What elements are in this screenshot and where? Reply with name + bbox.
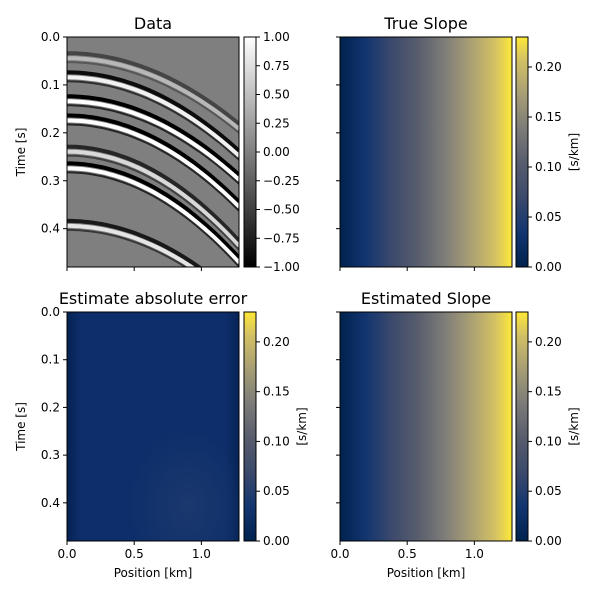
error-blob [67, 312, 239, 541]
event-trough [67, 218, 203, 267]
event-trough [67, 94, 239, 177]
axes-frame [339, 36, 513, 268]
colorbar-tick-label: −1.00 [263, 260, 300, 274]
y-tick-label: 0.4 [41, 222, 60, 236]
y-axis-label: Time [s] [14, 402, 28, 452]
event-sidelobe [67, 61, 239, 134]
colorbar-tick-label: 0.00 [535, 534, 562, 548]
event-sidelobe [67, 228, 188, 267]
colorbar-tick-label: 0.50 [263, 88, 290, 102]
event-peak [67, 56, 239, 131]
event-trough [67, 70, 239, 153]
panel-title: Data [134, 14, 172, 33]
event-peak [67, 223, 196, 267]
axes-frame [66, 311, 240, 542]
y-tick-label: 0.3 [41, 174, 60, 188]
x-tick-label: 1.0 [465, 547, 484, 561]
y-axis-label: Time [s] [14, 128, 28, 178]
y-tick-label: 0.2 [41, 126, 60, 140]
panel-title: True Slope [383, 14, 467, 33]
axes-frame [339, 311, 513, 542]
colorbar-tick-label: 0.10 [263, 434, 290, 448]
colorbar [515, 311, 529, 542]
event-sidelobe [67, 123, 239, 212]
colorbar-label: [s/km] [567, 133, 581, 171]
colorbar-tick-label: −0.75 [263, 231, 300, 245]
colorbar [515, 36, 529, 268]
colorbar-tick-label: 0.00 [535, 260, 562, 274]
event-trough [67, 161, 239, 259]
colorbar-tick-label: 0.05 [263, 484, 290, 498]
colorbar-label: [s/km] [295, 407, 309, 445]
colorbar-tick-label: 0.20 [535, 335, 562, 349]
x-tick-label: 0.5 [125, 547, 144, 561]
slope-field [340, 312, 512, 541]
y-tick-label: 0.1 [41, 353, 60, 367]
colorbar [243, 311, 257, 542]
event-trough [67, 113, 239, 204]
event-peak [67, 149, 239, 248]
y-tick-label: 0.0 [41, 305, 60, 319]
event-peak [67, 166, 239, 264]
x-tick-label: 0.0 [330, 547, 349, 561]
event-peak [67, 99, 239, 182]
colorbar-tick-label: 0.20 [535, 60, 562, 74]
colorbar-tick-label: 0.25 [263, 116, 290, 130]
x-tick-label: 1.0 [192, 547, 211, 561]
panel-estimated-slope: Estimated Slope 0.0 0.5 1.0 Position [km] 0.2… [330, 289, 581, 580]
colorbar [243, 36, 257, 268]
colorbar-tick-label: 1.00 [263, 30, 290, 44]
event-peak [67, 75, 239, 158]
y-tick-label: 0.3 [41, 448, 60, 462]
colorbar-tick-label: 0.15 [535, 110, 562, 124]
colorbar-tick-label: 0.05 [535, 210, 562, 224]
event-sidelobe [67, 171, 239, 267]
colorbar-tick-label: 0.10 [535, 434, 562, 448]
event-sidelobe [67, 154, 239, 251]
x-axis-label: Position [km] [114, 566, 193, 580]
y-tick-label: 0.0 [41, 30, 60, 44]
event-sidelobe [67, 80, 239, 161]
y-tick-label: 0.2 [41, 400, 60, 414]
seismic-events [67, 51, 239, 267]
slope-field [340, 37, 512, 267]
event-trough [67, 144, 239, 243]
event-sidelobe [67, 104, 239, 185]
panel-title: Estimate absolute error [59, 289, 248, 308]
colorbar-tick-label: −0.50 [263, 203, 300, 217]
panel-title: Estimated Slope [361, 289, 491, 308]
colorbar-tick-label: 0.15 [263, 385, 290, 399]
colorbar-label: [s/km] [567, 407, 581, 445]
axes-frame [66, 36, 240, 268]
colorbar-tick-label: −0.25 [263, 174, 300, 188]
y-tick-label: 0.1 [41, 78, 60, 92]
y-tick-label: 0.4 [41, 496, 60, 510]
panel-true-slope: True Slope 0.20 0.15 0.10 0.05 0.00 [s/km] [336, 14, 581, 274]
event-trough [67, 51, 239, 126]
colorbar-tick-label: 0.20 [263, 335, 290, 349]
x-tick-label: 0.5 [398, 547, 417, 561]
colorbar-tick-label: 0.00 [263, 534, 290, 548]
colorbar-tick-label: 0.05 [535, 484, 562, 498]
x-axis-label: Position [km] [387, 566, 466, 580]
colorbar-tick-label: 0.10 [535, 160, 562, 174]
colorbar-tick-label: 0.75 [263, 59, 290, 73]
colorbar-tick-label: 0.15 [535, 385, 562, 399]
panel-data: Data 0.0 0.1 0.2 0.3 0.4 Time [s] 1.00 0.75 0.50 0… [14, 14, 300, 274]
x-tick-label: 0.0 [57, 547, 76, 561]
event-peak [67, 118, 239, 209]
colorbar-tick-label: 0.00 [263, 145, 290, 159]
